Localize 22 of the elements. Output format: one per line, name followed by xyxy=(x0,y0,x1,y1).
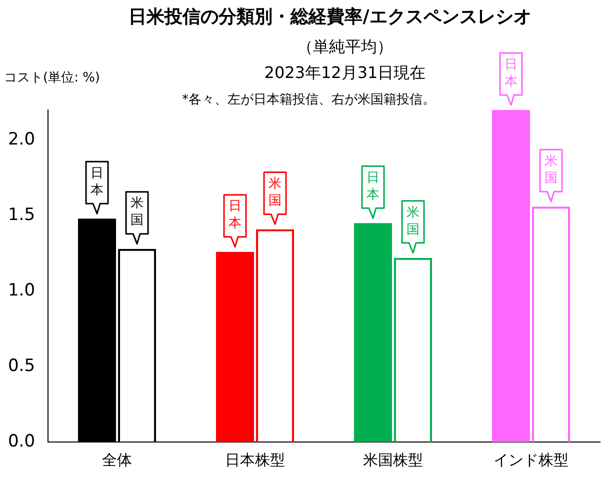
x-tick-label: インド株型 xyxy=(494,450,569,469)
y-tick-label: 2.0 xyxy=(8,130,36,150)
text: *各々、左が日本籍投信、右が米国籍投信。 xyxy=(182,92,436,108)
series-label: 日本 xyxy=(90,166,104,198)
text: 2023年12月31日現在 xyxy=(264,63,426,82)
chart-title: 日米投信の分類別・総経費率/エクスペンスレシオ xyxy=(128,6,532,28)
y-tick-label: 1.0 xyxy=(8,280,36,301)
y-tick-label: 0.0 xyxy=(8,431,36,452)
x-tick-label: 米国株型 xyxy=(363,450,424,469)
chart-subtitle: （単純平均） xyxy=(297,37,393,56)
text: 日本 xyxy=(228,199,242,232)
series-label: 米国 xyxy=(130,196,144,228)
x-tick-label: 全体 xyxy=(102,450,132,469)
text: 米国 xyxy=(406,205,420,238)
y-tick-label: 0.5 xyxy=(8,356,36,376)
y-tick-label: 1.5 xyxy=(8,205,36,226)
text: 日本 xyxy=(366,170,380,203)
text: 米国 xyxy=(544,154,558,186)
x-tick-label: 日本株型 xyxy=(225,450,286,469)
text: 日本 xyxy=(504,57,518,90)
y-axis-title: コスト(単位: %) xyxy=(4,70,100,86)
text: 米国 xyxy=(268,176,282,209)
